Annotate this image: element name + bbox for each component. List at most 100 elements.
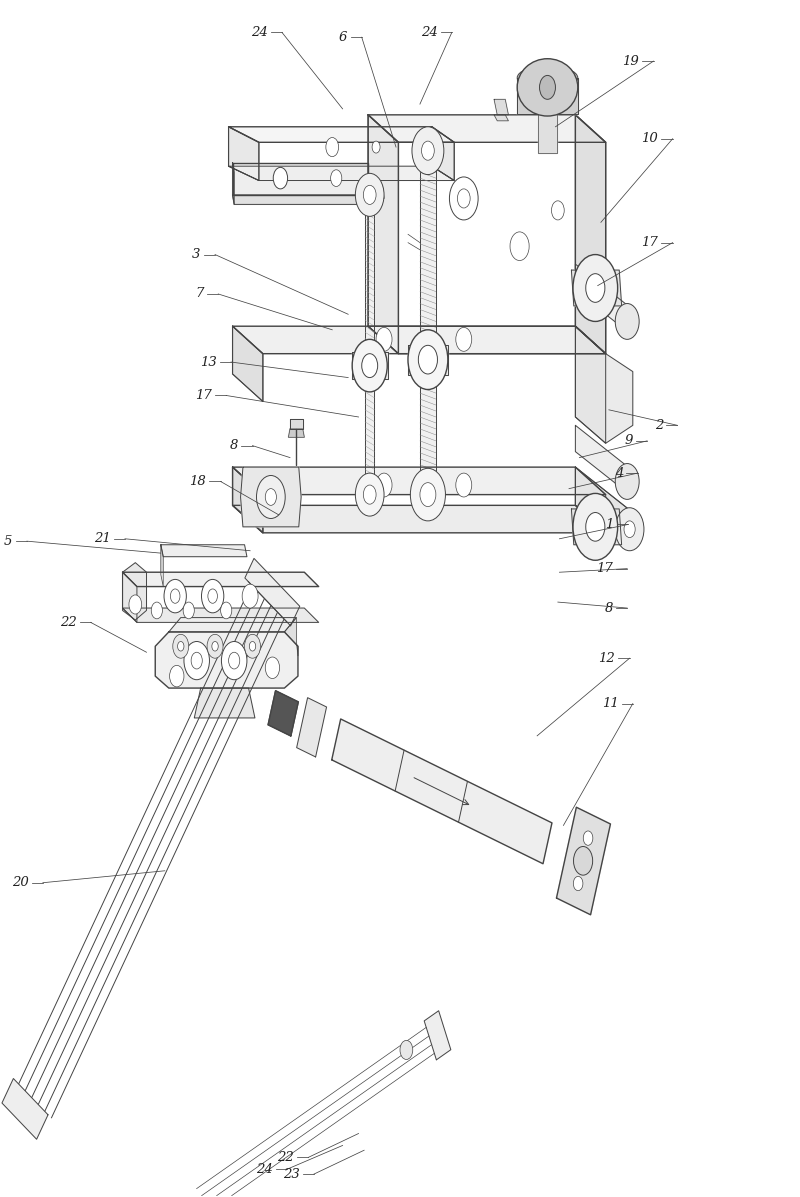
Circle shape bbox=[586, 274, 605, 303]
Polygon shape bbox=[233, 467, 606, 494]
Polygon shape bbox=[432, 127, 454, 181]
Circle shape bbox=[583, 831, 593, 845]
Text: 18: 18 bbox=[190, 475, 206, 488]
Circle shape bbox=[274, 168, 287, 189]
Text: 23: 23 bbox=[283, 1167, 299, 1180]
Circle shape bbox=[422, 141, 434, 160]
Polygon shape bbox=[352, 352, 388, 378]
Circle shape bbox=[573, 255, 618, 322]
Polygon shape bbox=[233, 505, 606, 533]
Text: 12: 12 bbox=[598, 651, 615, 664]
Text: 17: 17 bbox=[642, 236, 658, 249]
Polygon shape bbox=[233, 163, 368, 195]
Circle shape bbox=[208, 589, 218, 603]
Text: 13: 13 bbox=[200, 356, 217, 369]
Circle shape bbox=[245, 634, 261, 658]
Polygon shape bbox=[575, 467, 633, 548]
Circle shape bbox=[242, 584, 258, 608]
Text: 7: 7 bbox=[195, 287, 204, 300]
Circle shape bbox=[250, 642, 256, 651]
Circle shape bbox=[458, 189, 470, 208]
Polygon shape bbox=[432, 127, 454, 181]
Circle shape bbox=[574, 846, 593, 875]
Circle shape bbox=[376, 473, 392, 497]
Circle shape bbox=[129, 595, 142, 614]
Circle shape bbox=[212, 642, 218, 651]
Circle shape bbox=[372, 141, 380, 153]
Polygon shape bbox=[575, 327, 633, 443]
Text: 6: 6 bbox=[339, 31, 347, 44]
Polygon shape bbox=[408, 345, 448, 375]
Circle shape bbox=[222, 642, 247, 680]
Circle shape bbox=[173, 634, 189, 658]
Circle shape bbox=[456, 473, 472, 497]
Ellipse shape bbox=[517, 59, 578, 116]
Polygon shape bbox=[575, 327, 606, 443]
Polygon shape bbox=[161, 545, 163, 587]
Circle shape bbox=[362, 353, 378, 377]
Circle shape bbox=[551, 201, 564, 220]
Polygon shape bbox=[229, 166, 454, 181]
Polygon shape bbox=[368, 115, 606, 142]
Circle shape bbox=[450, 177, 478, 220]
Circle shape bbox=[624, 521, 635, 537]
Polygon shape bbox=[290, 419, 302, 429]
Polygon shape bbox=[494, 115, 509, 121]
Polygon shape bbox=[571, 509, 622, 545]
Polygon shape bbox=[233, 163, 234, 205]
Polygon shape bbox=[122, 563, 146, 620]
Text: 8: 8 bbox=[605, 602, 613, 614]
Circle shape bbox=[330, 170, 342, 187]
Polygon shape bbox=[575, 425, 633, 497]
Polygon shape bbox=[233, 195, 370, 205]
Polygon shape bbox=[169, 618, 296, 632]
Circle shape bbox=[418, 345, 438, 373]
Circle shape bbox=[539, 75, 555, 99]
Circle shape bbox=[586, 512, 605, 541]
Polygon shape bbox=[368, 115, 398, 353]
Circle shape bbox=[170, 589, 180, 603]
Polygon shape bbox=[424, 1010, 451, 1059]
Text: 2: 2 bbox=[654, 419, 663, 432]
Circle shape bbox=[202, 579, 224, 613]
Circle shape bbox=[266, 488, 277, 505]
Polygon shape bbox=[229, 127, 454, 142]
Circle shape bbox=[420, 482, 436, 506]
Circle shape bbox=[412, 127, 444, 175]
Polygon shape bbox=[358, 187, 384, 199]
Circle shape bbox=[355, 473, 384, 516]
Circle shape bbox=[510, 232, 529, 261]
Text: 24: 24 bbox=[421, 26, 438, 40]
Circle shape bbox=[363, 485, 376, 504]
Polygon shape bbox=[288, 429, 304, 437]
Circle shape bbox=[352, 340, 387, 391]
Circle shape bbox=[151, 602, 162, 619]
Text: 11: 11 bbox=[602, 697, 618, 710]
Polygon shape bbox=[155, 632, 298, 688]
Polygon shape bbox=[233, 327, 263, 401]
Polygon shape bbox=[233, 467, 263, 533]
Circle shape bbox=[615, 304, 639, 340]
Text: 10: 10 bbox=[642, 132, 658, 145]
Circle shape bbox=[266, 657, 280, 679]
Polygon shape bbox=[416, 145, 443, 157]
Circle shape bbox=[574, 876, 583, 891]
Polygon shape bbox=[575, 467, 606, 533]
Text: 17: 17 bbox=[195, 389, 212, 402]
Circle shape bbox=[400, 1040, 413, 1059]
Circle shape bbox=[184, 642, 210, 680]
Text: 24: 24 bbox=[251, 26, 268, 40]
Polygon shape bbox=[538, 114, 557, 153]
Polygon shape bbox=[241, 467, 301, 527]
Text: 8: 8 bbox=[230, 439, 238, 452]
Text: 9: 9 bbox=[625, 435, 633, 448]
Text: 17: 17 bbox=[596, 563, 613, 575]
Circle shape bbox=[363, 186, 376, 205]
Text: 5: 5 bbox=[4, 535, 13, 548]
Polygon shape bbox=[517, 78, 578, 114]
Circle shape bbox=[456, 328, 472, 351]
Circle shape bbox=[183, 602, 194, 619]
Polygon shape bbox=[297, 698, 326, 757]
Polygon shape bbox=[233, 327, 606, 353]
Polygon shape bbox=[122, 572, 318, 587]
